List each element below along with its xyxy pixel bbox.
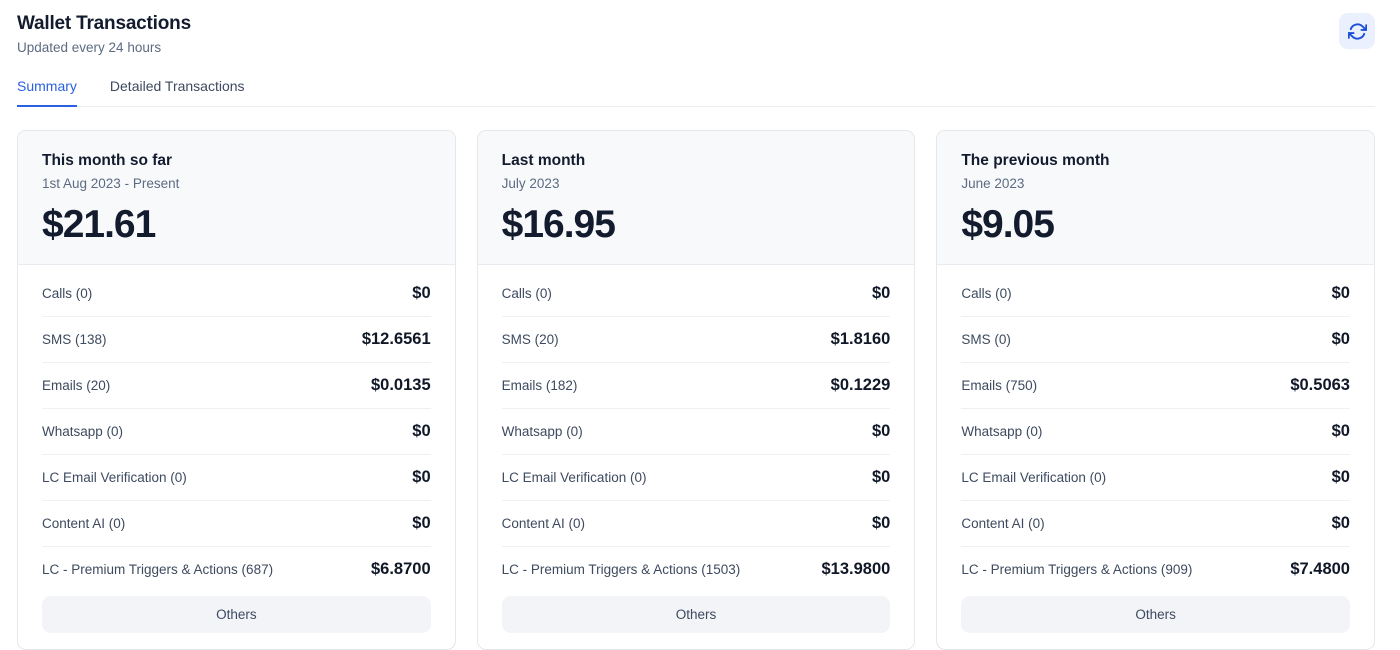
usage-row: Calls (0) $0 — [42, 271, 431, 317]
others-button[interactable]: Others — [501, 596, 891, 633]
card-rows: Calls (0) $0 SMS (0) $0 Emails (750) $0.… — [937, 265, 1374, 592]
usage-row-label: LC - Premium Triggers & Actions (909) — [961, 562, 1193, 577]
card-header: The previous month June 2023 $9.05 — [937, 131, 1374, 265]
card-total-amount: $21.61 — [42, 203, 156, 246]
card-period: July 2023 — [501, 176, 560, 191]
card-title: Last month — [501, 152, 586, 169]
usage-row-label: Whatsapp (0) — [961, 424, 1043, 439]
card-title: The previous month — [961, 152, 1110, 169]
usage-row-value: $0.5063 — [1290, 376, 1350, 394]
usage-row: Content AI (0) $0 — [42, 501, 431, 547]
usage-row: SMS (0) $0 — [961, 317, 1350, 363]
card-period: June 2023 — [961, 176, 1025, 191]
summary-cards: This month so far 1st Aug 2023 - Present… — [17, 130, 1375, 650]
usage-row-value: $6.8700 — [371, 560, 431, 578]
page-header-text: Wallet Transactions Updated every 24 hou… — [17, 13, 191, 55]
refresh-icon — [1347, 22, 1367, 40]
usage-row-value: $1.8160 — [830, 330, 891, 348]
usage-row-value: $12.6561 — [361, 330, 431, 348]
usage-row-value: $0.1229 — [830, 376, 891, 394]
usage-row-label: Calls (0) — [501, 286, 552, 301]
usage-row-value: $0 — [871, 514, 891, 532]
usage-row: LC - Premium Triggers & Actions (1503) $… — [502, 547, 891, 592]
usage-row-value: $0 — [412, 468, 431, 486]
usage-row-value: $7.4800 — [1290, 560, 1350, 578]
usage-row: SMS (138) $12.6561 — [42, 317, 431, 363]
month-card: This month so far 1st Aug 2023 - Present… — [17, 130, 456, 650]
page-subtitle: Updated every 24 hours — [17, 40, 162, 55]
usage-row: Content AI (0) $0 — [961, 501, 1350, 547]
card-total-amount: $16.95 — [501, 203, 616, 246]
usage-row: Content AI (0) $0 — [501, 501, 891, 547]
usage-row-label: Content AI (0) — [961, 516, 1045, 531]
usage-row-value: $0 — [871, 468, 891, 486]
tab-summary[interactable]: Summary — [17, 78, 77, 107]
usage-row-value: $0 — [1331, 284, 1350, 302]
card-rows: Calls (0) $0 SMS (138) $12.6561 Emails (… — [18, 265, 455, 592]
usage-row: Whatsapp (0) $0 — [42, 409, 431, 455]
usage-row-label: SMS (20) — [501, 332, 559, 347]
card-title: This month so far — [42, 152, 173, 169]
usage-row: LC - Premium Triggers & Actions (909) $7… — [961, 547, 1350, 592]
usage-row-label: LC - Premium Triggers & Actions (1503) — [501, 562, 741, 577]
month-card: The previous month June 2023 $9.05 Calls… — [936, 130, 1375, 650]
usage-row: Whatsapp (0) $0 — [961, 409, 1350, 455]
usage-row-label: Calls (0) — [961, 286, 1012, 301]
usage-row-label: SMS (138) — [42, 332, 107, 347]
usage-row-value: $0 — [412, 422, 431, 440]
usage-row: Calls (0) $0 — [501, 271, 891, 317]
wallet-transactions-page: Wallet Transactions Updated every 24 hou… — [17, 13, 1375, 650]
usage-row-value: $0 — [1331, 422, 1350, 440]
card-header: Last month July 2023 $16.95 — [477, 131, 915, 265]
others-button[interactable]: Others — [42, 596, 431, 633]
refresh-button[interactable] — [1339, 13, 1375, 49]
usage-row-value: $0 — [412, 514, 431, 532]
usage-row: Calls (0) $0 — [961, 271, 1350, 317]
usage-row: LC Email Verification (0) $0 — [501, 455, 891, 501]
usage-row-label: Emails (750) — [961, 378, 1038, 393]
usage-row-value: $0 — [412, 284, 431, 302]
page-header: Wallet Transactions Updated every 24 hou… — [17, 13, 1375, 55]
usage-row-label: Calls (0) — [42, 286, 93, 301]
usage-row-label: LC Email Verification (0) — [961, 470, 1107, 485]
card-total-amount: $9.05 — [961, 203, 1055, 246]
usage-row: Emails (182) $0.1229 — [501, 363, 891, 409]
usage-row-label: LC Email Verification (0) — [501, 470, 647, 485]
usage-row-label: LC Email Verification (0) — [42, 470, 187, 485]
usage-row-label: Emails (182) — [501, 378, 578, 393]
usage-row: Whatsapp (0) $0 — [501, 409, 891, 455]
usage-row-label: Emails (20) — [42, 378, 111, 393]
usage-row-value: $0 — [871, 284, 891, 302]
usage-row: SMS (20) $1.8160 — [501, 317, 891, 363]
usage-row-label: Whatsapp (0) — [42, 424, 124, 439]
others-button[interactable]: Others — [961, 596, 1350, 633]
usage-row: LC Email Verification (0) $0 — [961, 455, 1350, 501]
usage-row: Emails (20) $0.0135 — [42, 363, 431, 409]
card-header: This month so far 1st Aug 2023 - Present… — [18, 131, 455, 265]
usage-row: LC Email Verification (0) $0 — [42, 455, 431, 501]
tab-detailed-transactions[interactable]: Detailed Transactions — [109, 78, 245, 94]
usage-row: Emails (750) $0.5063 — [961, 363, 1350, 409]
usage-row-label: LC - Premium Triggers & Actions (687) — [42, 562, 274, 577]
usage-row-value: $0 — [1331, 514, 1350, 532]
card-rows: Calls (0) $0 SMS (20) $1.8160 Emails (18… — [478, 265, 915, 592]
usage-row-value: $0 — [1331, 468, 1350, 486]
usage-row: LC - Premium Triggers & Actions (687) $6… — [42, 547, 431, 592]
card-period: 1st Aug 2023 - Present — [42, 176, 180, 191]
month-card: Last month July 2023 $16.95 Calls (0) $0… — [476, 130, 916, 650]
usage-row-value: $0.0135 — [371, 376, 431, 394]
usage-row-label: Content AI (0) — [42, 516, 126, 531]
tab-bar: Summary Detailed Transactions — [17, 78, 1375, 107]
usage-row-label: Whatsapp (0) — [501, 424, 583, 439]
usage-row-label: SMS (0) — [961, 332, 1011, 347]
usage-row-value: $13.9800 — [821, 560, 891, 578]
usage-row-value: $0 — [1331, 330, 1350, 348]
usage-row-label: Content AI (0) — [501, 516, 585, 531]
page-title: Wallet Transactions — [17, 13, 191, 34]
usage-row-value: $0 — [871, 422, 891, 440]
